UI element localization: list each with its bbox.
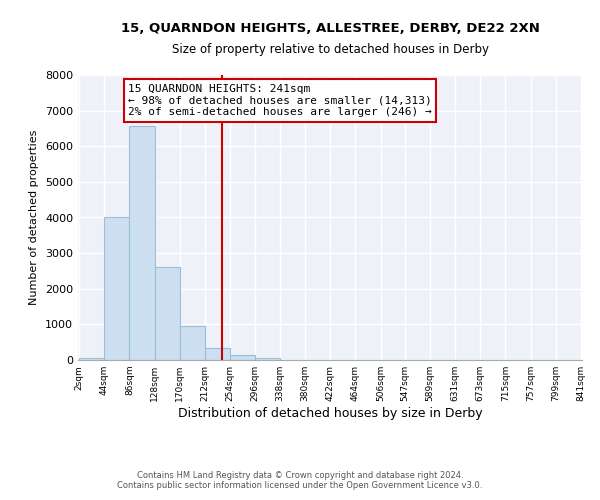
X-axis label: Distribution of detached houses by size in Derby: Distribution of detached houses by size …: [178, 407, 482, 420]
Bar: [130, 126, 155, 360]
Bar: [104, 217, 130, 360]
Text: 15 QUARNDON HEIGHTS: 241sqm
← 98% of detached houses are smaller (14,313)
2% of : 15 QUARNDON HEIGHTS: 241sqm ← 98% of det…: [128, 84, 432, 117]
Y-axis label: Number of detached properties: Number of detached properties: [29, 130, 40, 305]
Bar: [179, 326, 205, 360]
Bar: [255, 358, 280, 360]
Bar: [205, 348, 230, 360]
Bar: [155, 266, 179, 360]
Text: 15, QUARNDON HEIGHTS, ALLESTREE, DERBY, DE22 2XN: 15, QUARNDON HEIGHTS, ALLESTREE, DERBY, …: [121, 22, 539, 36]
Bar: [230, 356, 255, 360]
Text: Size of property relative to detached houses in Derby: Size of property relative to detached ho…: [172, 42, 488, 56]
Text: Contains HM Land Registry data © Crown copyright and database right 2024.
Contai: Contains HM Land Registry data © Crown c…: [118, 470, 482, 490]
Bar: [79, 358, 104, 360]
